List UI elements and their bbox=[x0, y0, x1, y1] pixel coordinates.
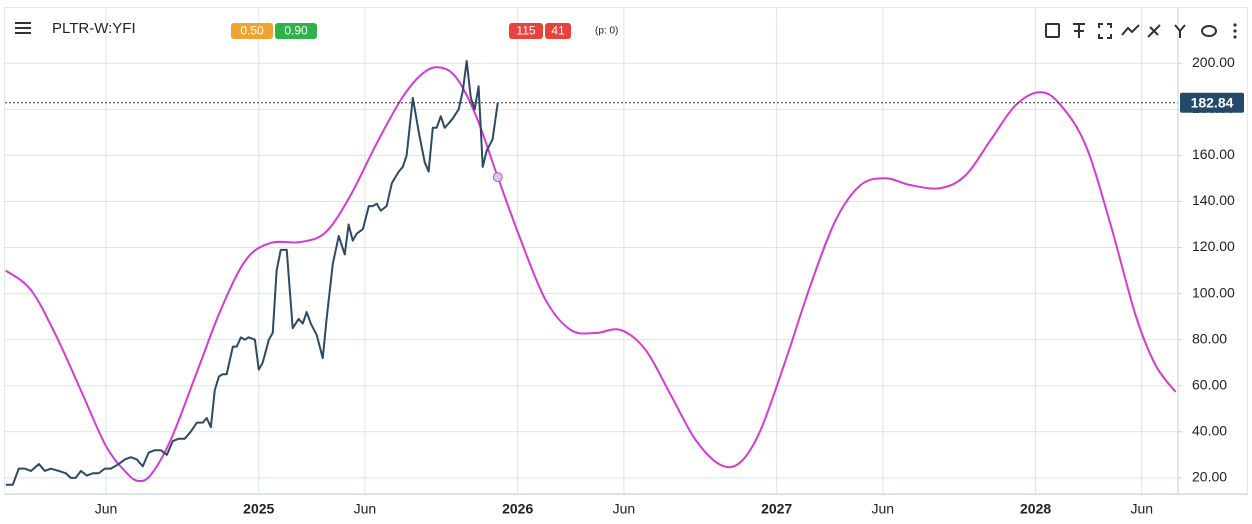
x-tick-label: Jun bbox=[95, 501, 118, 517]
x-tick-label: 2026 bbox=[502, 501, 533, 517]
badges: 0.50 0.90 115 41 bbox=[231, 23, 571, 39]
y-tick-label: 40.00 bbox=[1192, 423, 1227, 439]
x-tick-label: 2028 bbox=[1020, 501, 1051, 517]
badge-bg bbox=[509, 23, 543, 39]
badge-bg bbox=[231, 23, 273, 39]
y-tick-label: 80.00 bbox=[1192, 330, 1227, 346]
symbol: PLTR-W:YFI bbox=[52, 20, 136, 37]
cycle-line bbox=[5, 66, 1177, 483]
toolbar[interactable] bbox=[1045, 23, 1237, 39]
fullscreen-icon[interactable] bbox=[1098, 23, 1112, 39]
x-tick-label: Jun bbox=[872, 501, 895, 517]
y-tick-label: 160.00 bbox=[1192, 146, 1235, 162]
badge-bg bbox=[545, 23, 571, 39]
last-price-box bbox=[1180, 92, 1244, 113]
save-icon[interactable] bbox=[1045, 23, 1060, 38]
trend-icon[interactable] bbox=[1121, 24, 1140, 36]
badge: 0.90 bbox=[284, 24, 308, 38]
y-tick-label: 120.00 bbox=[1192, 238, 1235, 254]
x-tick-label: Jun bbox=[613, 501, 636, 517]
price-line bbox=[5, 59, 499, 486]
y-tick-label: 60.00 bbox=[1192, 376, 1227, 392]
more-icon[interactable] bbox=[1233, 23, 1237, 39]
badge: 41 bbox=[551, 24, 565, 38]
cycle-marker bbox=[492, 172, 503, 183]
x-tick-label: 2025 bbox=[243, 501, 274, 517]
eye-icon[interactable] bbox=[1201, 25, 1217, 37]
fork-icon[interactable] bbox=[1174, 24, 1186, 38]
draw-icon[interactable] bbox=[1147, 24, 1161, 38]
pin-icon[interactable] bbox=[1073, 23, 1085, 38]
x-tick-label: 2027 bbox=[761, 501, 792, 517]
panel-border bbox=[4, 7, 1248, 495]
p-label: (p: 0) bbox=[595, 26, 618, 37]
y-tick-label: 200.00 bbox=[1192, 54, 1235, 70]
badge: 115 bbox=[516, 24, 535, 38]
y-tick-label: 140.00 bbox=[1192, 192, 1235, 208]
y-tick-label: 20.00 bbox=[1192, 469, 1227, 485]
menu-icon[interactable] bbox=[15, 22, 31, 34]
x-tick-label: Jun bbox=[1130, 501, 1153, 517]
badge: 0.50 bbox=[240, 24, 264, 38]
plot-area bbox=[5, 8, 1178, 494]
y-tick-label: 100.00 bbox=[1192, 284, 1235, 300]
x-tick-label: Jun bbox=[354, 501, 377, 517]
badge-bg bbox=[275, 23, 317, 39]
last-price-label: 182.84 bbox=[1191, 95, 1234, 111]
